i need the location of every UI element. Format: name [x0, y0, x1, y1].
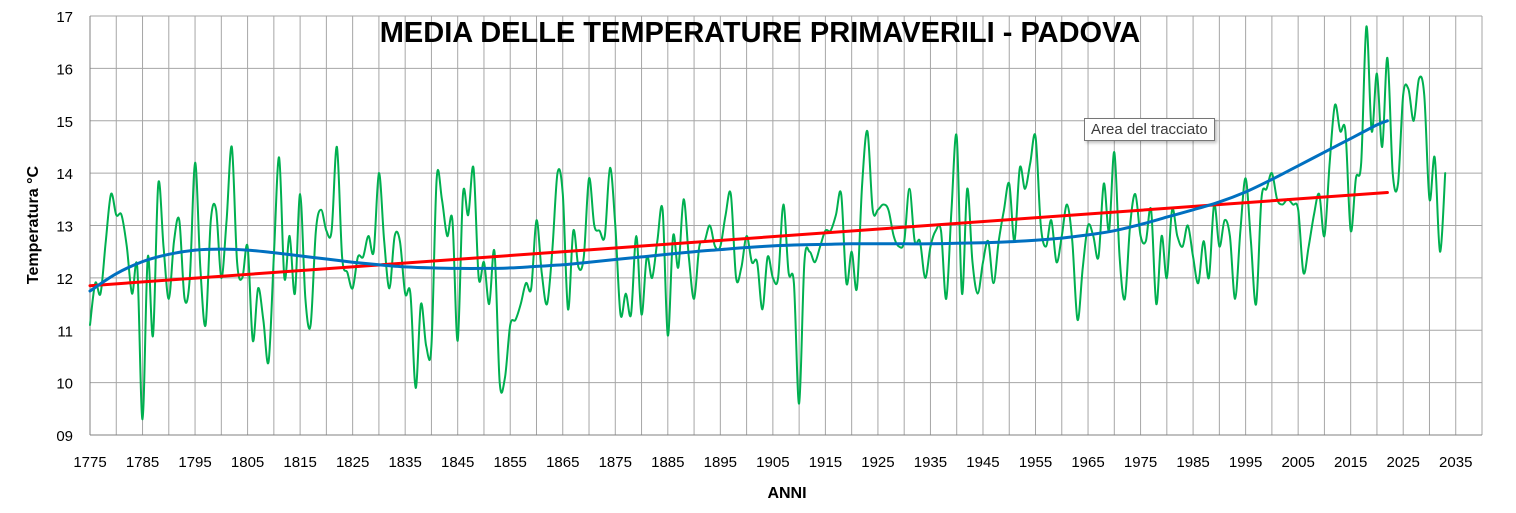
x-tick-label: 1955	[1019, 454, 1052, 471]
y-tick-label: 12	[56, 271, 73, 288]
y-tick-label: 17	[56, 9, 73, 26]
x-tick-label: 1925	[861, 454, 894, 471]
x-tick-label: 2005	[1281, 454, 1314, 471]
plot-area-tooltip: Area del tracciato	[1084, 118, 1215, 141]
x-tick-label: 1985	[1176, 454, 1209, 471]
x-tick-label: 1905	[756, 454, 789, 471]
x-tick-label: 1795	[178, 454, 211, 471]
x-tick-label: 1945	[966, 454, 999, 471]
x-tick-label: 1775	[73, 454, 106, 471]
x-tick-label: 1875	[599, 454, 632, 471]
x-tick-label: 1805	[231, 454, 264, 471]
y-tick-label: 11	[57, 323, 73, 340]
y-axis-tick-labels: 09 10 11 12 13 14 15 16 17	[56, 9, 73, 445]
x-tick-label: 1835	[388, 454, 421, 471]
x-tick-label: 1785	[126, 454, 159, 471]
y-tick-label: 14	[56, 166, 73, 183]
x-tick-label: 1825	[336, 454, 369, 471]
chart-title: MEDIA DELLE TEMPERATURE PRIMAVERILI - PA…	[380, 17, 1141, 49]
x-tick-label: 1935	[914, 454, 947, 471]
x-tick-label: 2015	[1334, 454, 1367, 471]
observed-series-line	[89, 25, 1447, 421]
x-tick-label: 1855	[494, 454, 527, 471]
y-tick-label: 10	[56, 376, 73, 393]
y-axis-title: Temperatura °C	[25, 165, 42, 284]
x-tick-label: 1995	[1229, 454, 1262, 471]
y-tick-label: 16	[56, 61, 73, 78]
linear-trend-series-line	[88, 191, 1389, 288]
x-axis-title: ANNI	[767, 485, 806, 502]
x-tick-label: 1815	[283, 454, 316, 471]
x-tick-label: 1965	[1071, 454, 1104, 471]
x-tick-label: 2035	[1439, 454, 1472, 471]
x-tick-label: 1895	[704, 454, 737, 471]
x-tick-label: 2025	[1387, 454, 1420, 471]
x-tick-label: 1865	[546, 454, 579, 471]
y-tick-label: 15	[56, 114, 73, 131]
x-tick-label: 1845	[441, 454, 474, 471]
x-tick-label: 1885	[651, 454, 684, 471]
poly-trend-series-line	[88, 119, 1389, 293]
x-axis-tick-labels: 1775 1785 1795 1805 1815 1825 1835 1845 1855 1865…	[73, 454, 1472, 471]
x-tick-label: 1975	[1124, 454, 1157, 471]
y-tick-label: 13	[56, 219, 73, 236]
plot-area[interactable]	[88, 25, 1447, 421]
gridlines	[89, 15, 1483, 436]
x-tick-label: 1915	[809, 454, 842, 471]
y-tick-label: 09	[56, 428, 73, 445]
